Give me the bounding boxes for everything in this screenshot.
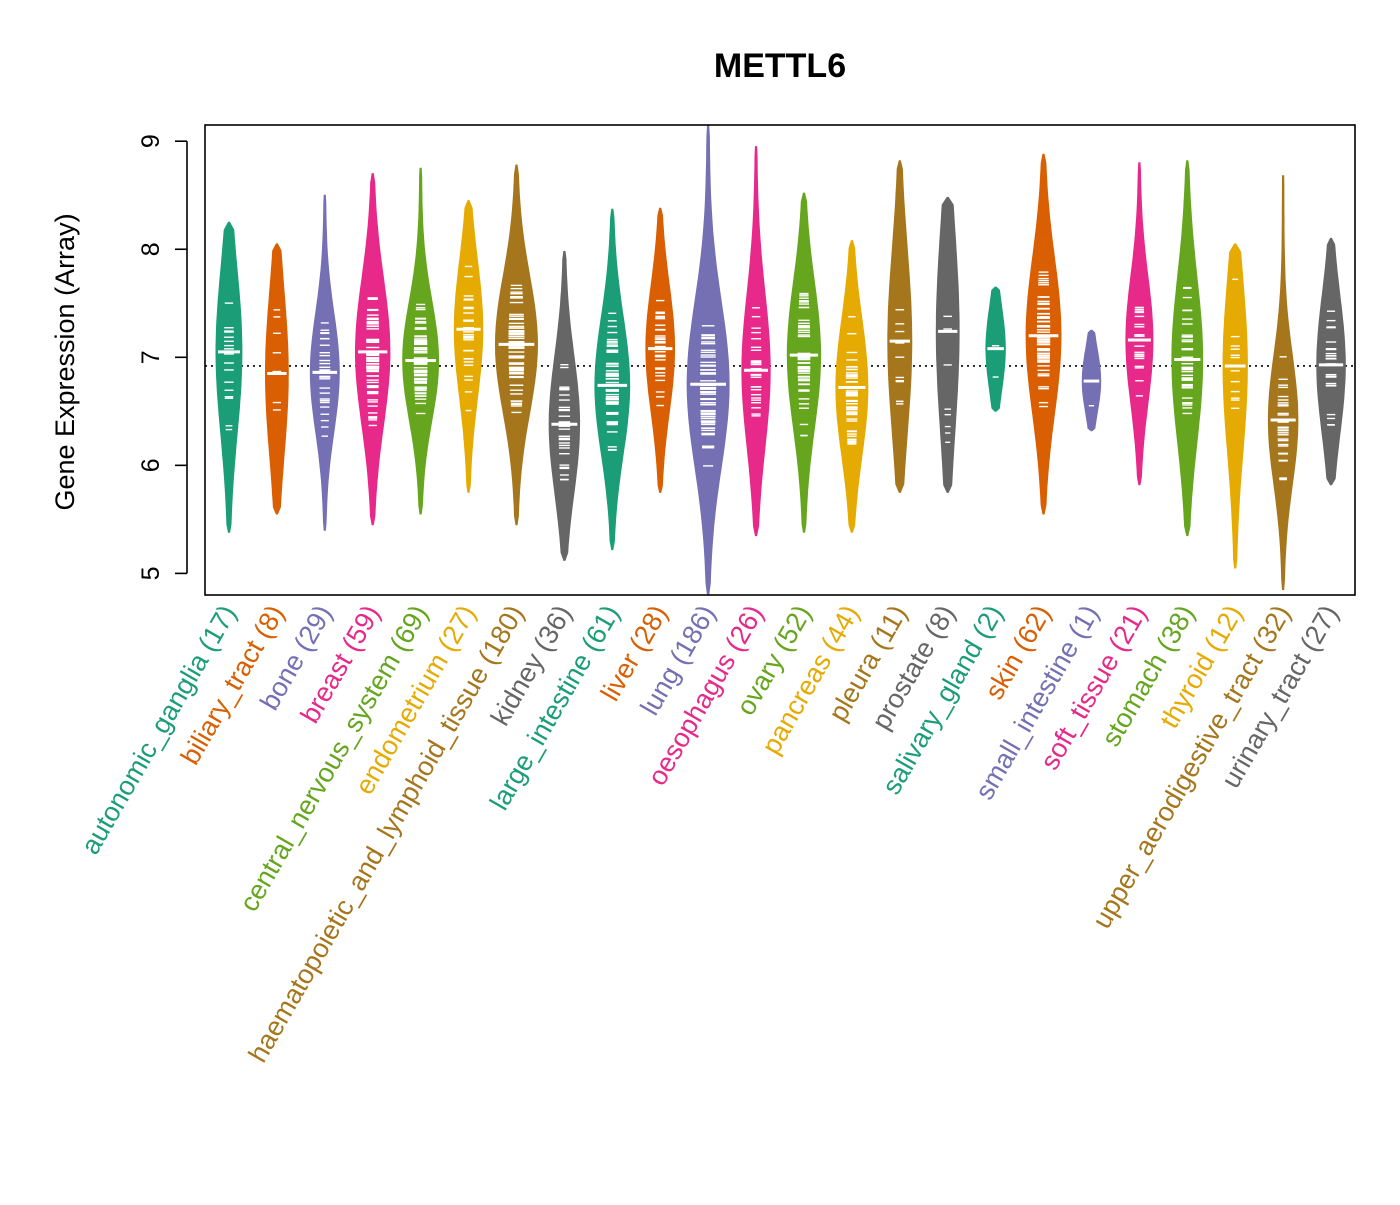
violin-skin [1025,153,1062,515]
violin-biliary_tract [265,243,289,515]
plot-area [205,124,1355,596]
y-tick-label: 9 [137,134,165,148]
violin-oesophagus [741,146,771,537]
y-tick-label: 8 [137,242,165,256]
violin-pleura [887,160,913,493]
violin-salivary_gland [985,286,1006,412]
violin-autonomic_ganglia [215,221,243,533]
violin-urinary_tract [1316,237,1346,486]
violin-upper_aerodigestive_tract [1267,175,1299,591]
violin-breast [355,173,391,526]
x-axis-labels: autonomic_ganglia (17)biliary_tract (8)b… [75,600,1344,1067]
y-axis-label: Gene Expression (Array) [50,213,80,510]
chart-title: METTL6 [714,47,846,85]
violin-large_intestine [594,208,631,551]
violin-lung [686,124,730,596]
violin-small_intestine [1081,329,1102,432]
violin-kidney [548,250,581,561]
violin-haematopoietic_and_lymphoid_tissue [494,164,539,526]
violin-bone [309,194,340,531]
y-axis: 5 6 7 8 9 [137,134,188,580]
violin-thyroid [1222,243,1248,569]
y-tick-label: 7 [137,350,165,364]
violin-ovary [786,192,822,533]
y-tick-label: 6 [137,458,165,472]
violin-stomach [1171,160,1204,537]
y-tick-label: 5 [137,566,165,580]
violin-soft_tissue [1125,162,1154,486]
violin-endometrium [453,200,484,493]
violin-central_nervous_system [402,167,440,515]
violin-pancreas [835,240,869,533]
category-count: (27) [1290,600,1344,663]
violin-liver [645,207,676,493]
plot-frame [204,124,1356,596]
violin-prostate [935,196,960,493]
